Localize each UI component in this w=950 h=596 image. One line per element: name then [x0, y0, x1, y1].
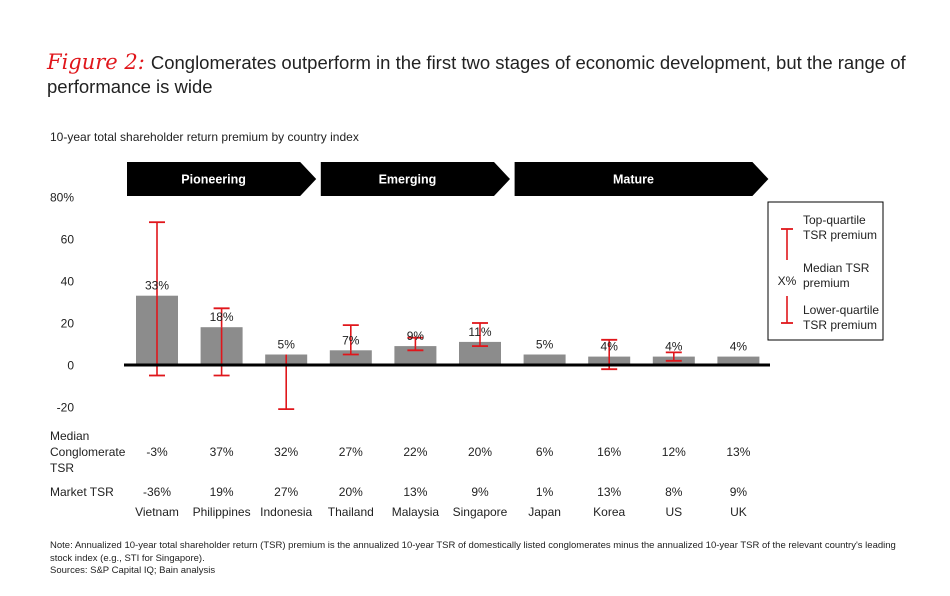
market-tsr-2: 27% — [274, 485, 298, 499]
note-text: Note: Annualized 10-year total sharehold… — [50, 540, 896, 564]
y-tick-label-4: 0 — [67, 359, 74, 373]
median-conglomerate-tsr-9: 13% — [726, 445, 750, 459]
data-label-5: 11% — [468, 325, 491, 339]
chart-notes: Note: Annualized 10-year total sharehold… — [50, 540, 910, 578]
data-label-4: 9% — [407, 329, 425, 343]
figure-title: Figure 2: Conglomerates outperform in the… — [47, 50, 917, 99]
stage-label-0: Pioneering — [181, 173, 246, 187]
data-label-3: 7% — [342, 333, 360, 347]
stage-banner-0 — [127, 162, 317, 196]
legend-box — [767, 201, 884, 341]
data-label-0: 33% — [145, 279, 169, 293]
row-label-median-line-1: Conglomerate — [50, 445, 126, 459]
stage-label-1: Emerging — [379, 173, 437, 187]
y-tick-label-3: 20 — [61, 317, 75, 331]
row-label-market-tsr: Market TSR — [50, 485, 114, 499]
median-conglomerate-tsr-3: 27% — [339, 445, 363, 459]
market-tsr-4: 13% — [403, 485, 427, 499]
category-label-uk: UK — [730, 505, 747, 519]
stage-banner-1 — [320, 162, 510, 196]
legend-text-0-1: TSR premium — [803, 228, 877, 242]
bar-malaysia — [394, 346, 437, 365]
category-label-us: US — [665, 505, 682, 519]
category-label-vietnam: Vietnam — [135, 505, 179, 519]
market-tsr-0: -36% — [143, 485, 171, 499]
stage-banner-2 — [514, 162, 769, 196]
category-label-malaysia: Malaysia — [392, 505, 440, 519]
row-label-median-line-0: Median — [50, 429, 89, 443]
legend-text-2-1: TSR premium — [803, 318, 877, 332]
row-label-median-line-2: TSR — [50, 461, 74, 475]
market-tsr-9: 9% — [730, 485, 748, 499]
median-conglomerate-tsr-1: 37% — [210, 445, 234, 459]
median-conglomerate-tsr-7: 16% — [597, 445, 621, 459]
legend-text-1-0: Median TSR — [803, 261, 870, 275]
data-label-8: 4% — [665, 340, 683, 354]
category-label-thailand: Thailand — [328, 505, 374, 519]
figure-title-text: Conglomerates outperform in the first tw… — [47, 52, 906, 97]
category-label-singapore: Singapore — [453, 505, 508, 519]
chart-subtitle: 10-year total shareholder return premium… — [50, 130, 359, 144]
data-label-7: 4% — [601, 340, 619, 354]
legend-text-1-1: premium — [803, 276, 850, 290]
bar-thailand — [329, 350, 372, 365]
median-conglomerate-tsr-4: 22% — [403, 445, 427, 459]
market-tsr-6: 1% — [536, 485, 554, 499]
category-label-korea: Korea — [593, 505, 625, 519]
median-conglomerate-tsr-5: 20% — [468, 445, 492, 459]
legend-text-0-0: Top-quartile — [803, 213, 866, 227]
bar-japan — [523, 354, 566, 365]
tsr-premium-chart: Pioneering Emerging Mature 80% 60 40 20 0 -20 33%… — [50, 162, 884, 519]
legend-median-marker: X% — [778, 274, 797, 288]
median-conglomerate-tsr-2: 32% — [274, 445, 298, 459]
bar-uk — [717, 356, 760, 365]
y-tick-label-2: 40 — [61, 275, 75, 289]
category-label-indonesia: Indonesia — [260, 505, 312, 519]
data-label-9: 4% — [730, 340, 748, 354]
y-tick-label-0: 80% — [50, 191, 74, 205]
category-label-japan: Japan — [528, 505, 561, 519]
data-label-2: 5% — [278, 338, 296, 352]
legend-text-2-0: Lower-quartile — [803, 303, 879, 317]
median-conglomerate-tsr-6: 6% — [536, 445, 554, 459]
median-conglomerate-tsr-0: -3% — [146, 445, 168, 459]
bar-singapore — [459, 341, 501, 365]
y-tick-label-1: 60 — [61, 233, 75, 247]
market-tsr-8: 8% — [665, 485, 683, 499]
data-label-6: 5% — [536, 338, 554, 352]
y-tick-label-5: -20 — [57, 401, 75, 415]
figure-label: Figure 2: — [47, 50, 145, 74]
sources-text: Sources: S&P Capital IQ; Bain analysis — [50, 565, 216, 576]
data-label-1: 18% — [210, 310, 234, 324]
market-tsr-1: 19% — [210, 485, 234, 499]
median-conglomerate-tsr-8: 12% — [662, 445, 686, 459]
market-tsr-7: 13% — [597, 485, 621, 499]
stage-label-2: Mature — [613, 173, 654, 187]
market-tsr-3: 20% — [339, 485, 363, 499]
category-label-philippines: Philippines — [193, 505, 251, 519]
market-tsr-5: 9% — [471, 485, 489, 499]
